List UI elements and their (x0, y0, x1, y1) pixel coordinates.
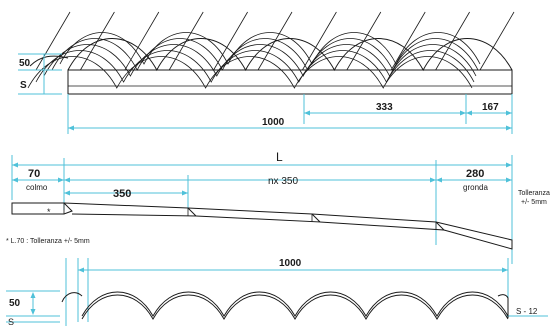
left-overhang-caption: colmo (26, 183, 48, 192)
tolerance-line1: Tolleranza (518, 190, 550, 197)
perspective-view (27, 11, 515, 95)
section-view: 1000 50 S S - 12 (6, 258, 548, 326)
top-total-width-label: 1000 (262, 117, 285, 128)
overall-length-label: L (276, 150, 283, 164)
right-overhang-caption: gronda (463, 183, 488, 192)
first-step-label: 350 (113, 188, 131, 200)
top-mid-width-label: 333 (376, 102, 393, 113)
section-height-label: 50 (9, 298, 21, 309)
star-mark: * (47, 207, 51, 217)
repeat-step-label: nx 350 (268, 176, 298, 187)
tolerance-footnote: * L.70 : Tolleranza +/- 5mm (6, 238, 90, 245)
tolerance-line2: +/- 5mm (521, 199, 547, 206)
perspective-dimensions: 50 S 333 167 1000 (18, 53, 513, 134)
top-thickness-label: S (20, 80, 27, 91)
top-height-label: 50 (19, 58, 31, 69)
section-thickness-label: S (8, 317, 14, 326)
side-view: L 70 colmo nx 350 350 280 gronda Tollera… (6, 150, 550, 264)
section-thickness-range-label: S - 12 (516, 307, 538, 316)
right-overhang-label: 280 (466, 168, 484, 180)
left-overhang-label: 70 (28, 168, 40, 180)
top-end-width-label: 167 (482, 102, 499, 113)
section-width-label: 1000 (279, 258, 302, 269)
